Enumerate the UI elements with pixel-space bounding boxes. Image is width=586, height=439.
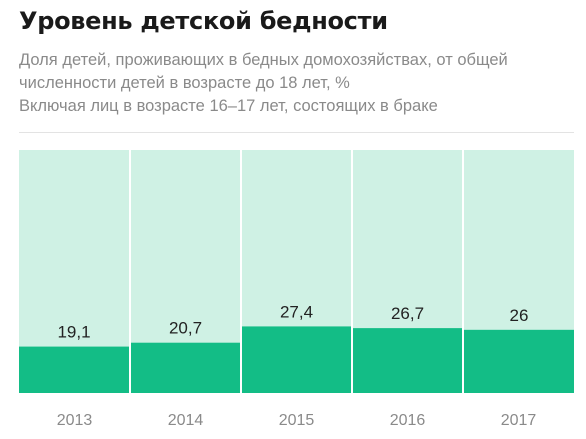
x-tick-label-2016: 2016 bbox=[390, 412, 426, 429]
bar-value-label-2017: 26 bbox=[510, 306, 529, 325]
bar-2014 bbox=[131, 342, 240, 393]
bar-value-label-2013: 19,1 bbox=[57, 323, 90, 342]
x-tick-label-2015: 2015 bbox=[279, 412, 315, 429]
bar-2017 bbox=[464, 329, 574, 393]
chart-subtitle: Доля детей, проживающих в бедных домохоз… bbox=[19, 51, 508, 92]
bar-2016 bbox=[353, 328, 462, 393]
bar-2013 bbox=[19, 346, 129, 393]
x-tick-label-2014: 2014 bbox=[168, 412, 204, 429]
x-tick-label-2017: 2017 bbox=[501, 412, 537, 429]
bar-2015 bbox=[242, 326, 351, 393]
chart-title: Уровень детской бедности bbox=[19, 7, 388, 35]
header-divider bbox=[19, 132, 574, 133]
x-tick-label-2013: 2013 bbox=[57, 412, 93, 429]
bar-value-label-2016: 26,7 bbox=[391, 304, 424, 323]
bar-value-label-2015: 27,4 bbox=[280, 302, 313, 321]
chart-note: Включая лиц в возрасте 16–17 лет, состоя… bbox=[19, 97, 438, 115]
bar-value-label-2014: 20,7 bbox=[169, 319, 202, 338]
